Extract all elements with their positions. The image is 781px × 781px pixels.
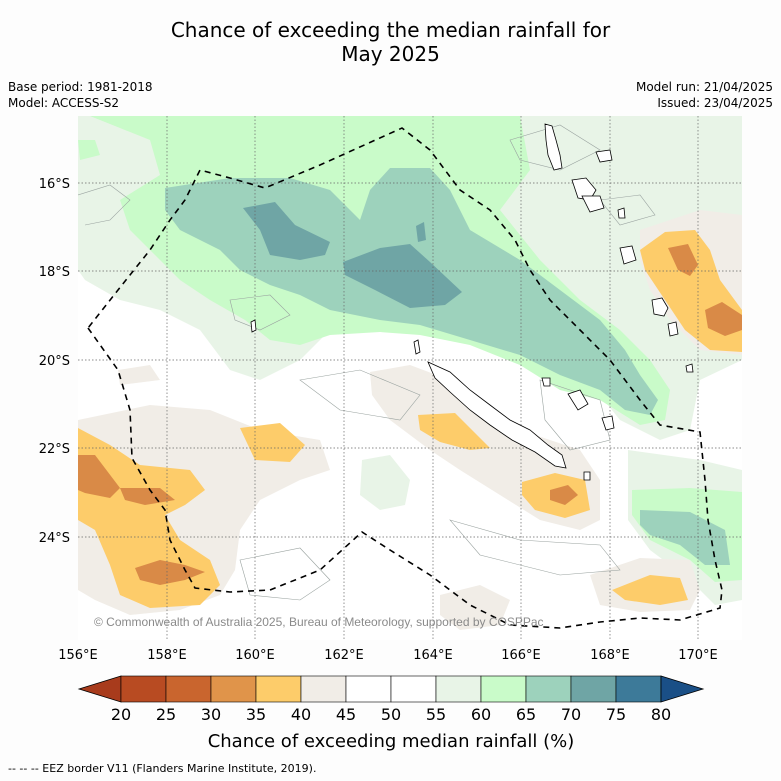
colorbar-segment — [165, 675, 212, 703]
lat-label: 24°S — [39, 531, 70, 546]
lon-label: 156°E — [58, 648, 98, 663]
colorbar-segment — [390, 675, 437, 703]
lon-labels: 156°E 158°E 160°E 162°E 164°E 166°E 168°… — [58, 648, 718, 663]
lat-label: 16°S — [39, 177, 70, 192]
colorbar-tick-label: 40 — [291, 705, 311, 724]
colorbar-segment — [255, 675, 302, 703]
colorbar-segment — [300, 675, 347, 703]
colorbar-extend-high — [660, 675, 705, 703]
colorbar — [77, 675, 705, 703]
colorbar-tick-label: 25 — [156, 705, 176, 724]
zone-dark-teal — [243, 202, 462, 308]
model-name: Model: ACCESS-S2 — [8, 96, 120, 110]
colorbar-tick-label: 70 — [561, 705, 581, 724]
lon-label: 166°E — [501, 648, 541, 663]
colorbar-tick-label: 55 — [426, 705, 446, 724]
lat-labels: 16°S 18°S 20°S 22°S 24°S — [39, 177, 70, 546]
colorbar-tick-label: 30 — [201, 705, 221, 724]
base-period: Base period: 1981-2018 — [8, 80, 153, 94]
lon-label: 168°E — [590, 648, 630, 663]
coastlines — [250, 123, 694, 481]
lat-label: 20°S — [39, 354, 70, 369]
chart-title: Chance of exceeding the median rainfall … — [0, 18, 781, 66]
eez-border — [86, 127, 723, 629]
colorbar-labels: 20 25 30 35 40 45 50 55 60 65 70 75 80 — [111, 705, 671, 724]
title-line-1: Chance of exceeding the median rainfall … — [170, 18, 611, 42]
colorbar-segment — [435, 675, 482, 703]
lon-label: 162°E — [324, 648, 364, 663]
lon-label: 158°E — [147, 648, 187, 663]
copyright-text: © Commonwealth of Australia 2025, Bureau… — [94, 615, 544, 629]
lat-label: 18°S — [39, 265, 70, 280]
colorbar-tick-label: 35 — [246, 705, 266, 724]
title-line-2: May 2025 — [341, 42, 440, 66]
gridlines — [78, 116, 742, 640]
colorbar-extend-low — [77, 675, 122, 703]
lon-label: 160°E — [235, 648, 275, 663]
eez-footnote: -- -- -- EEZ border V11 (Flanders Marine… — [8, 762, 317, 775]
colorbar-segment — [120, 675, 167, 703]
colorbar-title: Chance of exceeding median rainfall (%) — [208, 731, 575, 752]
meta-left: Base period: 1981-2018 Model: ACCESS-S2 — [8, 79, 153, 111]
map-area: © Commonwealth of Australia 2025, Bureau… — [78, 116, 742, 640]
colorbar-segment — [210, 675, 257, 703]
colorbar-segment — [525, 675, 572, 703]
colorbar-tick-label: 60 — [471, 705, 491, 724]
lon-label: 170°E — [678, 648, 718, 663]
colorbar-tick-label: 80 — [651, 705, 671, 724]
lat-label: 22°S — [39, 442, 70, 457]
lon-label: 164°E — [413, 648, 453, 663]
zone-orange — [78, 244, 742, 585]
issued-date: Issued: 23/04/2025 — [657, 96, 773, 110]
colorbar-tick-label: 65 — [516, 705, 536, 724]
colorbar-tick-label: 20 — [111, 705, 131, 724]
model-run: Model run: 21/04/2025 — [635, 80, 773, 94]
colorbar-segment — [345, 675, 392, 703]
colorbar-segment — [615, 675, 662, 703]
colorbar-segment — [570, 675, 617, 703]
meta-right: Model run: 21/04/2025 Issued: 23/04/2025 — [636, 79, 773, 111]
colorbar-tick-label: 45 — [336, 705, 356, 724]
colorbar-segment — [480, 675, 527, 703]
colorbar-tick-label: 50 — [381, 705, 401, 724]
colorbar-tick-label: 75 — [606, 705, 626, 724]
